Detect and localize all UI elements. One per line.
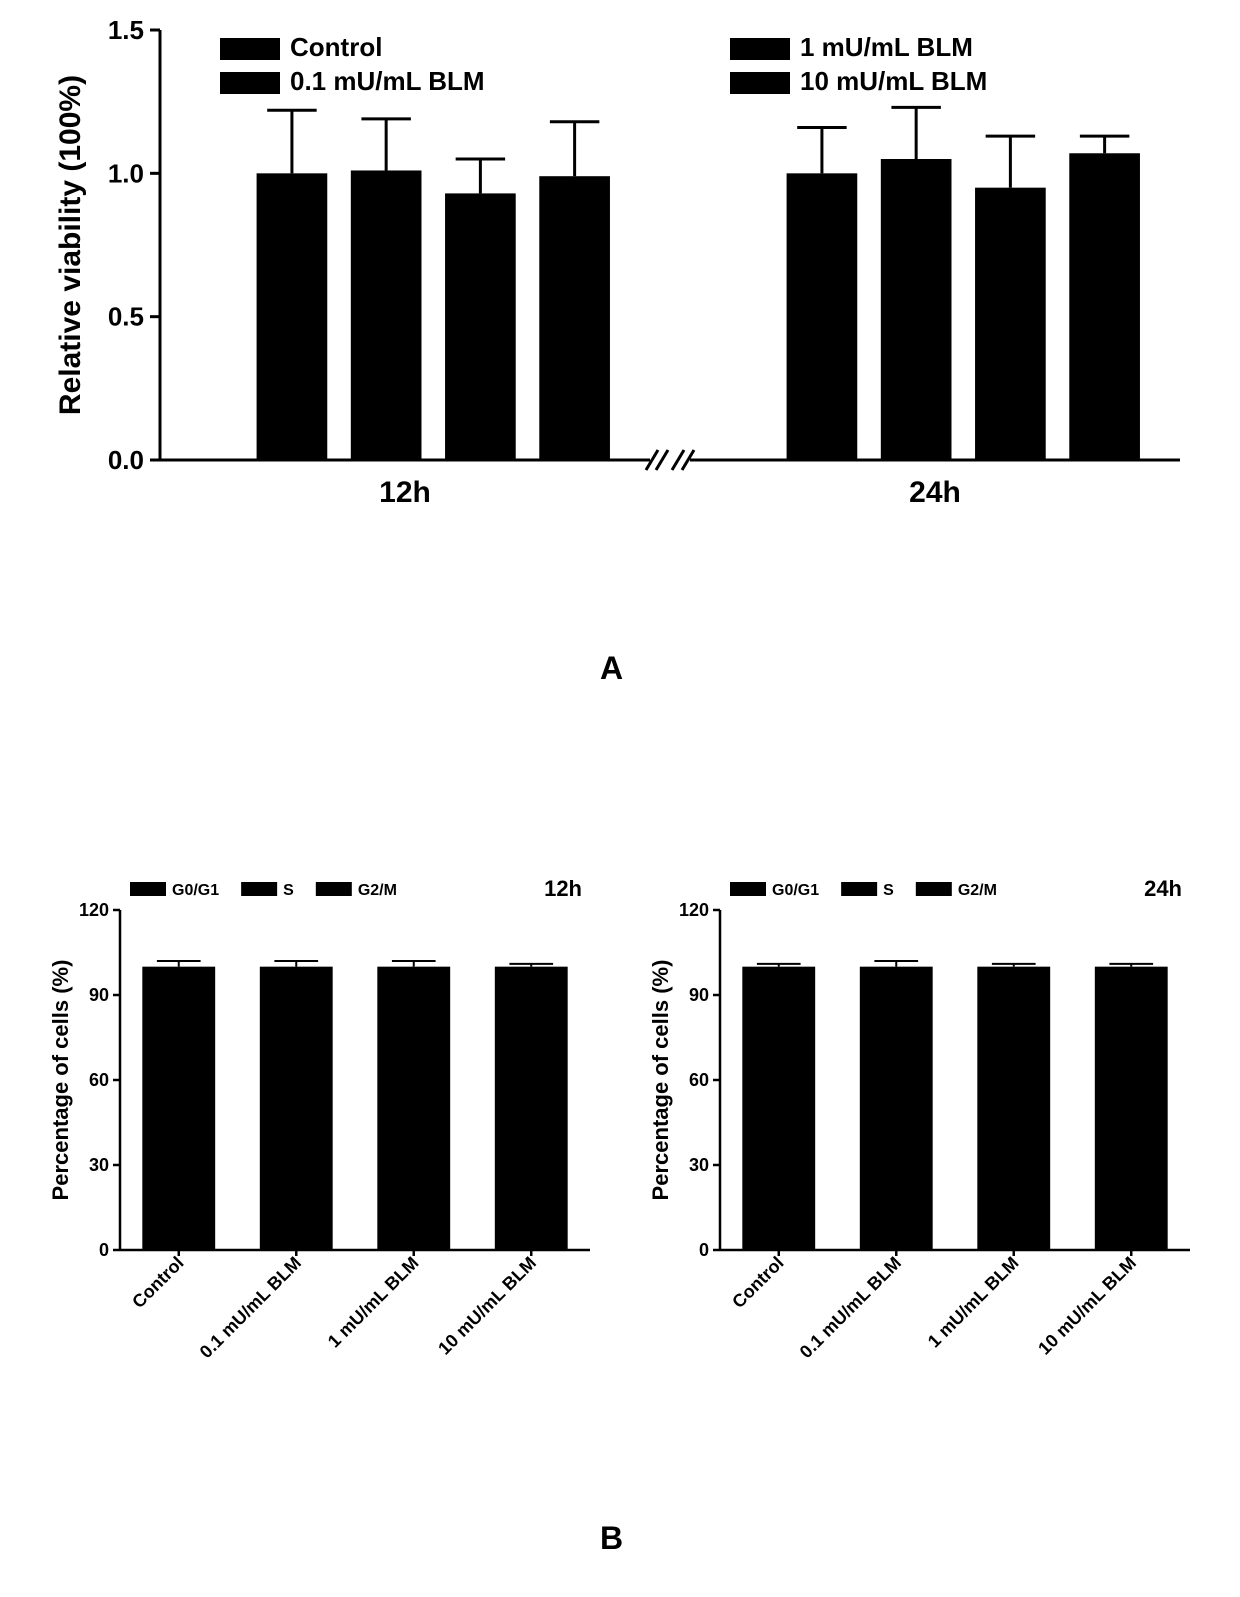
- svg-text:10 mU/mL BLM: 10 mU/mL BLM: [800, 66, 987, 96]
- svg-text:60: 60: [89, 1070, 109, 1090]
- svg-text:10 mU/mL BLM: 10 mU/mL BLM: [434, 1253, 540, 1359]
- svg-text:24h: 24h: [1144, 876, 1182, 901]
- svg-text:1 mU/mL BLM: 1 mU/mL BLM: [924, 1253, 1023, 1352]
- svg-text:S: S: [883, 882, 894, 899]
- svg-text:0.0: 0.0: [108, 445, 144, 475]
- svg-text:120: 120: [679, 900, 709, 920]
- svg-text:10 mU/mL BLM: 10 mU/mL BLM: [1034, 1253, 1140, 1359]
- svg-text:G0/G1: G0/G1: [772, 882, 819, 899]
- svg-text:Control: Control: [128, 1253, 187, 1312]
- svg-text:0.1 mU/mL BLM: 0.1 mU/mL BLM: [796, 1253, 905, 1362]
- svg-text:0: 0: [699, 1240, 709, 1260]
- svg-text:0: 0: [99, 1240, 109, 1260]
- svg-text:G2/M: G2/M: [358, 882, 397, 899]
- svg-text:Percentage of cells (%): Percentage of cells (%): [648, 960, 673, 1201]
- svg-text:G2/M: G2/M: [958, 882, 997, 899]
- panel-a-chart: 0.0 0.5 1.0 1.5 Relative viability (100%) 12h…: [40, 20, 1200, 540]
- svg-text:1.0: 1.0: [108, 158, 144, 188]
- svg-text:12h: 12h: [544, 876, 582, 901]
- svg-text:1 mU/mL BLM: 1 mU/mL BLM: [800, 32, 973, 62]
- svg-text:0.5: 0.5: [108, 302, 144, 332]
- svg-text:S: S: [283, 882, 294, 899]
- panel-b-label: B: [600, 1520, 623, 1557]
- svg-text:12h: 12h: [379, 476, 431, 509]
- svg-text:30: 30: [89, 1155, 109, 1175]
- svg-text:1 mU/mL BLM: 1 mU/mL BLM: [324, 1253, 423, 1352]
- svg-text:90: 90: [89, 985, 109, 1005]
- svg-text:Control: Control: [728, 1253, 787, 1312]
- panel-b-chart-12h: 0 30 60 90 120 Percentage of cells (%) G0/G1 S G…: [40, 870, 600, 1490]
- svg-text:G0/G1: G0/G1: [172, 882, 219, 899]
- svg-text:24h: 24h: [909, 476, 961, 509]
- svg-text:90: 90: [689, 985, 709, 1005]
- panel-a-label: A: [600, 650, 623, 687]
- svg-text:Relative viability (100%): Relative viability (100%): [54, 75, 87, 415]
- svg-text:120: 120: [79, 900, 109, 920]
- svg-text:0.1 mU/mL BLM: 0.1 mU/mL BLM: [196, 1253, 305, 1362]
- svg-text:Control: Control: [290, 32, 382, 62]
- svg-text:1.5: 1.5: [108, 20, 144, 45]
- figure-page: 0.0 0.5 1.0 1.5 Relative viability (100%) 12h…: [0, 0, 1240, 1597]
- svg-text:Percentage of cells (%): Percentage of cells (%): [48, 960, 73, 1201]
- svg-text:30: 30: [689, 1155, 709, 1175]
- panel-b-chart-24h: 0 30 60 90 120 Percentage of cells (%) G0/G1 S G…: [640, 870, 1200, 1490]
- svg-text:60: 60: [689, 1070, 709, 1090]
- svg-text:0.1 mU/mL BLM: 0.1 mU/mL BLM: [290, 66, 485, 96]
